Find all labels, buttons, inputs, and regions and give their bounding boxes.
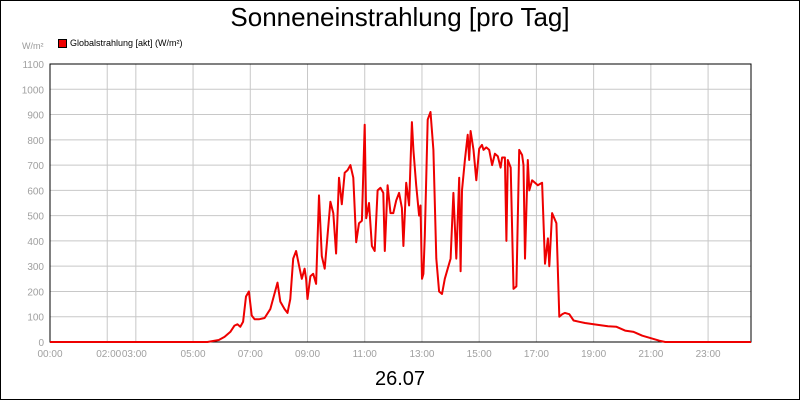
x-tick-label: 11:00 xyxy=(353,349,378,360)
legend-label: Globalstrahlung [akt] (W/m²) xyxy=(70,38,183,48)
y-tick-label: 600 xyxy=(27,186,44,197)
y-tick-label: 500 xyxy=(27,212,44,223)
y-tick-label: 800 xyxy=(27,136,44,147)
y-tick-label: 1100 xyxy=(22,60,44,71)
x-tick-label: 03:00 xyxy=(122,349,147,360)
x-tick-label: 17:00 xyxy=(524,349,549,360)
y-tick-label: 0 xyxy=(38,338,44,349)
y-tick-label: 300 xyxy=(27,262,44,273)
series-line xyxy=(50,111,751,343)
legend-swatch xyxy=(58,38,67,48)
x-tick-label: 19:00 xyxy=(581,349,606,360)
y-tick-label: 400 xyxy=(27,237,44,248)
x-tick-label: 23:00 xyxy=(696,349,721,360)
y-unit-label: W/m² xyxy=(22,41,44,51)
x-tick-label: 13:00 xyxy=(409,349,434,360)
legend: Globalstrahlung [akt] (W/m²) xyxy=(58,38,183,48)
x-tick-label: 00:00 xyxy=(37,349,62,360)
y-tick-label: 100 xyxy=(27,313,44,324)
x-tick-label: 07:00 xyxy=(238,349,263,360)
y-tick-label: 1000 xyxy=(22,85,45,96)
x-tick-label: 05:00 xyxy=(181,349,206,360)
date-label: 26.07 xyxy=(374,368,426,390)
chart-title: Sonneneinstrahlung [pro Tag] xyxy=(230,2,570,32)
plot-border xyxy=(49,63,752,343)
x-tick-label: 21:00 xyxy=(638,349,663,360)
y-tick-label: 900 xyxy=(27,111,44,122)
y-tick-label: 700 xyxy=(27,161,44,172)
x-tick-label: 15:00 xyxy=(467,349,492,360)
y-tick-label: 200 xyxy=(27,287,44,298)
x-tick-label: 02:00 xyxy=(96,349,121,360)
x-tick-label: 09:00 xyxy=(295,349,320,360)
